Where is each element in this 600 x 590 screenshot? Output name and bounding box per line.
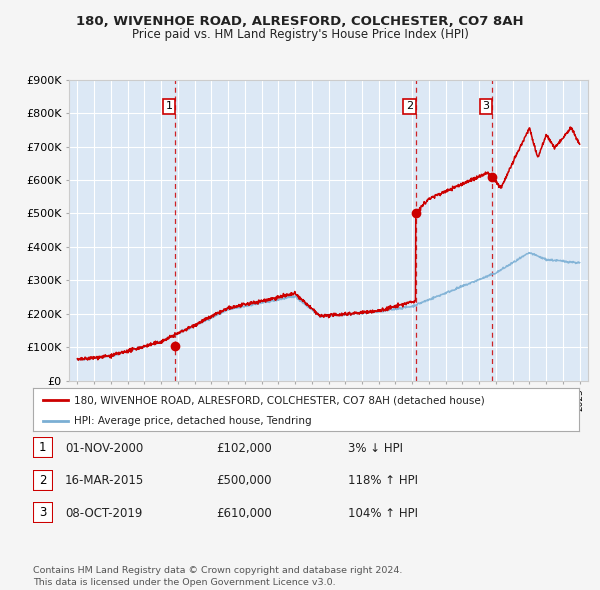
Text: 3: 3 (482, 101, 490, 112)
Text: 08-OCT-2019: 08-OCT-2019 (65, 507, 142, 520)
Text: HPI: Average price, detached house, Tendring: HPI: Average price, detached house, Tend… (74, 417, 311, 427)
FancyBboxPatch shape (33, 470, 53, 491)
FancyBboxPatch shape (33, 437, 53, 458)
Text: 180, WIVENHOE ROAD, ALRESFORD, COLCHESTER, CO7 8AH (detached house): 180, WIVENHOE ROAD, ALRESFORD, COLCHESTE… (74, 395, 485, 405)
Text: 2: 2 (406, 101, 413, 112)
Text: 180, WIVENHOE ROAD, ALRESFORD, COLCHESTER, CO7 8AH: 180, WIVENHOE ROAD, ALRESFORD, COLCHESTE… (76, 15, 524, 28)
Text: 01-NOV-2000: 01-NOV-2000 (65, 442, 143, 455)
Text: 16-MAR-2015: 16-MAR-2015 (65, 474, 144, 487)
Text: Contains HM Land Registry data © Crown copyright and database right 2024.
This d: Contains HM Land Registry data © Crown c… (33, 566, 403, 587)
Text: £610,000: £610,000 (216, 507, 272, 520)
Text: Price paid vs. HM Land Registry's House Price Index (HPI): Price paid vs. HM Land Registry's House … (131, 28, 469, 41)
Text: 1: 1 (166, 101, 173, 112)
Text: 3: 3 (39, 506, 47, 519)
Text: 104% ↑ HPI: 104% ↑ HPI (348, 507, 418, 520)
Text: 118% ↑ HPI: 118% ↑ HPI (348, 474, 418, 487)
Text: £102,000: £102,000 (216, 442, 272, 455)
Text: 3% ↓ HPI: 3% ↓ HPI (348, 442, 403, 455)
Text: 2: 2 (39, 474, 47, 487)
Text: £500,000: £500,000 (216, 474, 271, 487)
Text: 1: 1 (39, 441, 47, 454)
FancyBboxPatch shape (33, 502, 53, 523)
